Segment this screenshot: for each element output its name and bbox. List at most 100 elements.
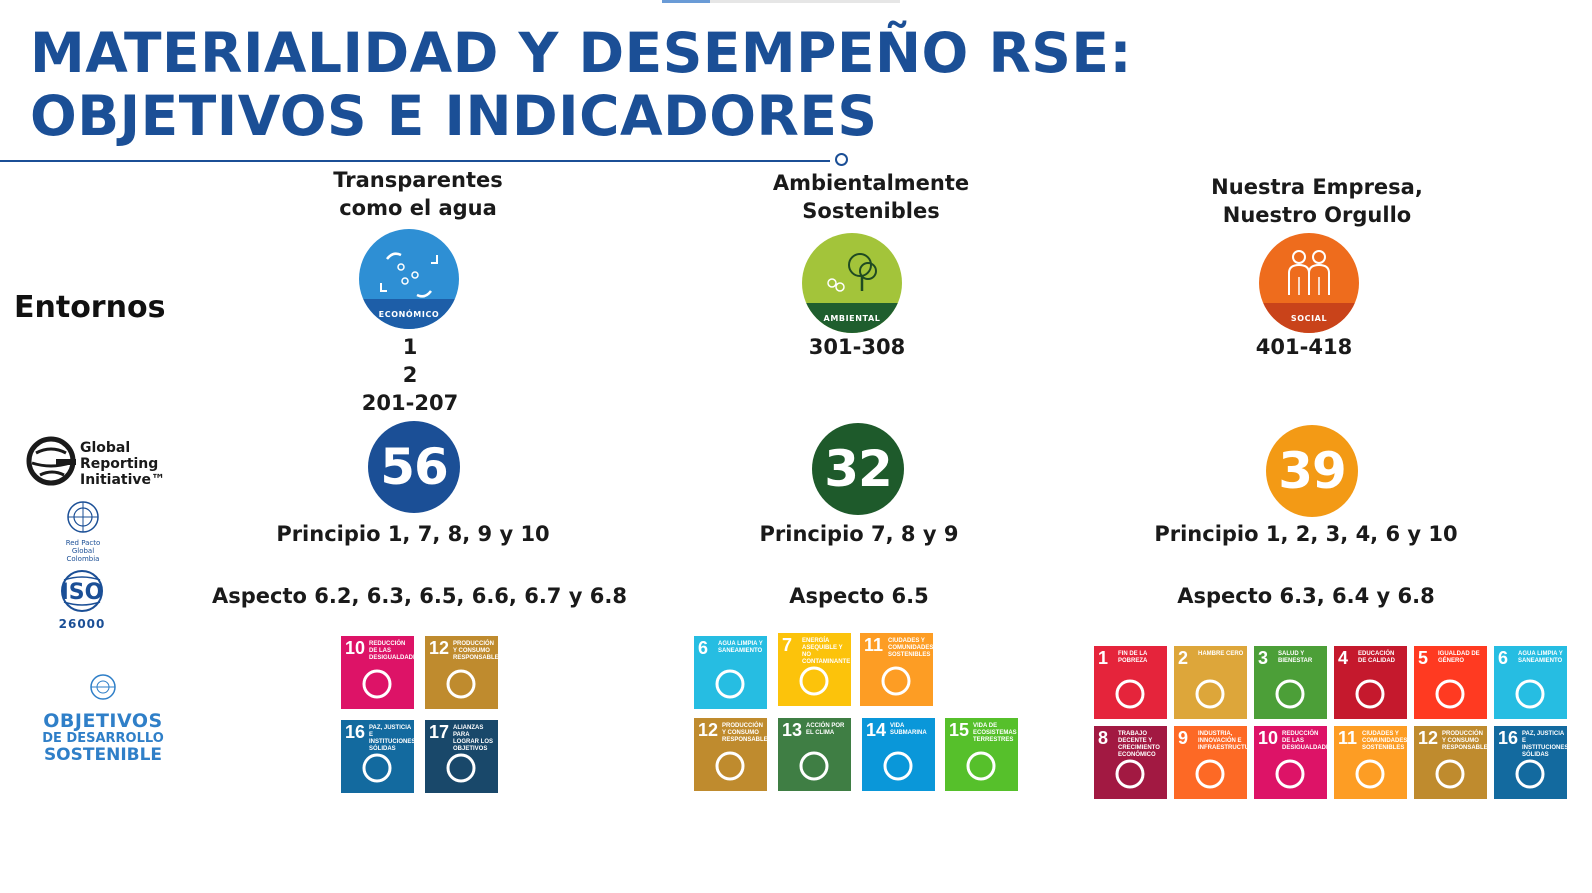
title-divider (0, 160, 830, 162)
sdg-tile-15: 15 Vida de ecosistemas terrestres (945, 718, 1018, 791)
sdg-9-icon (1195, 759, 1225, 789)
sdg-label: Acción por el clima (806, 723, 845, 736)
sdg-number: 9 (1178, 728, 1189, 748)
sdg-number: 11 (864, 635, 884, 655)
sdg-tile-14: 14 Vida submarina (862, 718, 935, 791)
sdg-16-icon (1515, 759, 1545, 789)
sdg-tile-7: 7 Energía asequible y no contaminante (778, 633, 851, 706)
sdg-tile-11: 11 Ciudades y comunidades sostenibles (860, 633, 933, 706)
sdg-label: Reducción de las desigualdades (1282, 731, 1327, 751)
sdg-label: Salud y bienestar (1278, 651, 1313, 664)
sdg-tile-10: 10Reducción de las desigualdades (1254, 726, 1327, 799)
sdg-12-icon (446, 669, 476, 699)
global-compact-logo: Red Pacto Global Colombia (58, 500, 108, 563)
sdg-tile-3: 3 Salud y bienestar (1254, 646, 1327, 719)
principio-economico: Principio 1, 7, 8, 9 y 10 (276, 522, 550, 546)
sdg-label: Agua limpia y saneamiento (1518, 651, 1563, 664)
sdg-number: 11 (1338, 728, 1358, 748)
sdg-tile-6: 6 Agua limpia y saneamiento (1494, 646, 1567, 719)
principio-social: Principio 1, 2, 3, 4, 6 y 10 (1154, 522, 1458, 546)
sdg-tile-1: 1 Fin de la pobreza (1094, 646, 1167, 719)
sdg-number: 16 (345, 722, 366, 742)
sdg-tile-17: 17 Alianzas para lograr los objetivos (425, 720, 498, 793)
sdg-10-icon (1275, 759, 1305, 789)
entornos-label: Entornos (14, 290, 166, 325)
sdg-number: 6 (698, 638, 709, 658)
sdg-tile-2: 2 Hambre cero (1174, 646, 1247, 719)
sdg-tile-13: 13 Acción por el clima (778, 718, 851, 791)
sdg-3-icon (1275, 679, 1305, 709)
sdg-number: 10 (1258, 728, 1279, 748)
sdg-number: 14 (866, 720, 887, 740)
sdg-number: 12 (698, 720, 719, 740)
sdg-label: Igualdad de género (1438, 651, 1480, 664)
sdg-number: 15 (949, 720, 970, 740)
sdg-label: Producción y consumo responsables (1442, 731, 1487, 751)
sdg-tile-16: 16 Paz, justicia e instituciones sólidas (1494, 726, 1567, 799)
sdg-label: Ciudades y comunidades sostenibles (1362, 731, 1407, 751)
sdg-label: Vida submarina (890, 723, 927, 736)
sdg-2-icon (1195, 679, 1225, 709)
sdg-number: 7 (782, 635, 793, 655)
sdg-tile-12: 12 Producción y consumo responsables (425, 636, 498, 709)
sdg-number: 3 (1258, 648, 1269, 668)
sdg-label: Trabajo decente y crecimiento económico (1118, 731, 1160, 758)
sdg-1-icon (1115, 679, 1145, 709)
count-social: 39 (1266, 425, 1358, 517)
sdg-15-icon (966, 751, 996, 781)
sdg-label: Hambre cero (1198, 651, 1244, 657)
sdg-tile-12: 12 Producción y consumo responsables (694, 718, 767, 791)
sdg-number: 13 (782, 720, 803, 740)
gri-globe-icon (26, 436, 76, 486)
sdg-label: Energía asequible y no contaminante (802, 638, 851, 665)
sdg-5-icon (1435, 679, 1465, 709)
sdg-label: Industria, innovación e infraestructura (1198, 731, 1247, 751)
iso-globe-icon: ISO (61, 570, 104, 612)
sdg-label: Agua limpia y saneamiento (718, 641, 763, 654)
sdg-label: Ciudades y comunidades sostenibles (888, 638, 933, 658)
sdg-label: Producción y consumo responsables (453, 641, 498, 661)
sdg-tile-9: 9 Industria, innovación e infraestructura (1174, 726, 1247, 799)
page-title: MATERIALIDAD Y DESEMPEÑO RSE: OBJETIVOS … (30, 22, 1132, 148)
sdg-label: Alianzas para lograr los objetivos (453, 725, 493, 752)
sdg-7-icon (799, 666, 829, 696)
sdg-6-icon (1515, 679, 1545, 709)
sdg-number: 12 (1418, 728, 1439, 748)
economico-pillar-icon: ECONÓMICO (359, 229, 459, 329)
sdg-label: Paz, justicia e instituciones sólidas (369, 725, 414, 752)
ods-logo: OBJETIVOS DE DESARROLLO SOSTENIBLE (38, 672, 168, 764)
sdg-12-icon (715, 751, 745, 781)
social-pillar-icon: SOCIAL (1259, 233, 1359, 333)
column-heading-ambiental: Ambientalmente Sostenibles (772, 171, 970, 223)
sdg-4-icon (1355, 679, 1385, 709)
sdg-number: 8 (1098, 728, 1109, 748)
sdg-11-icon (881, 666, 911, 696)
count-economico: 56 (368, 421, 460, 513)
sdg-label: Paz, justicia e instituciones sólidas (1522, 731, 1567, 758)
sdg-14-icon (883, 751, 913, 781)
sdg-tile-12: 12 Producción y consumo responsables (1414, 726, 1487, 799)
gri-logo-text: Global Reporting Initiative™ (80, 440, 166, 488)
column-heading-economico: Transparentes como el agua (333, 168, 503, 220)
svg-text:ISO: ISO (61, 580, 104, 605)
divider-dot (835, 153, 848, 166)
sdg-17-icon (446, 753, 476, 783)
sdg-10-icon (362, 669, 392, 699)
sdg-number: 17 (429, 722, 450, 742)
principio-ambiental: Principio 7, 8 y 9 (759, 522, 959, 546)
column-heading-social: Nuestra Empresa, Nuestro Orgullo (1211, 175, 1423, 227)
sdg-6-icon (715, 669, 745, 699)
aspecto-social: Aspecto 6.3, 6.4 y 6.8 (1177, 584, 1435, 608)
count-ambiental: 32 (812, 423, 904, 515)
sdg-label: Producción y consumo responsables (722, 723, 767, 743)
sdg-label: Reducción de las desigualdades (369, 641, 414, 661)
sdg-8-icon (1115, 759, 1145, 789)
gri-codes-ambiental: 301-308 (808, 335, 906, 359)
sdg-label: Educación de calidad (1358, 651, 1395, 664)
sdg-tile-4: 4 Educación de calidad (1334, 646, 1407, 719)
sdg-label: Vida de ecosistemas terrestres (973, 723, 1017, 743)
sdg-number: 2 (1178, 648, 1189, 668)
sdg-number: 6 (1498, 648, 1509, 668)
title-line-2: OBJETIVOS E INDICADORES (30, 84, 878, 148)
sdg-number: 5 (1418, 648, 1429, 668)
